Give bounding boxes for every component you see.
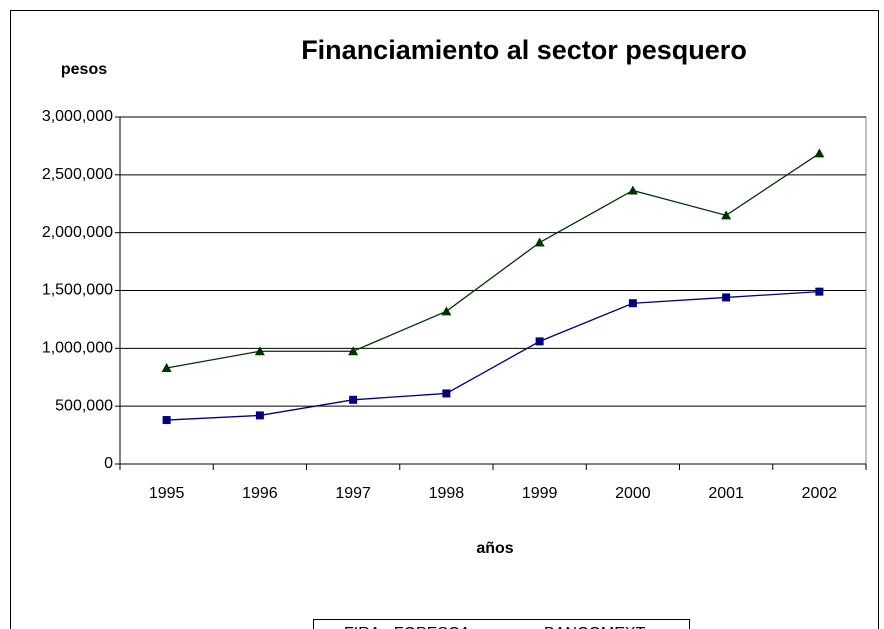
x-tick-label: 1998 [429,485,465,502]
x-tick-label: 2001 [708,485,744,502]
x-tick-label: 2000 [615,485,651,502]
legend [313,619,690,629]
x-tick-label: 1997 [335,485,371,502]
x-tick-label: 2002 [802,485,838,502]
chart-title: Financiamiento al sector pesquero [301,35,747,65]
data-point [348,346,359,356]
legend-label: FIRA - FOPESCA [344,625,471,629]
y-axis-title: pesos [61,61,107,78]
data-point [441,306,452,316]
y-tick-label: 1,500,000 [42,282,113,299]
y-tick-label: 3,000,000 [42,108,113,125]
y-tick-label: 2,000,000 [42,224,113,241]
data-point [255,411,264,420]
data-point [162,416,171,425]
data-point [628,299,637,308]
data-point [535,337,544,346]
x-tick-label: 1995 [149,485,185,502]
legend-label: BANCOMEXT [544,625,646,629]
y-tick-label: 1,000,000 [42,340,113,357]
data-point [721,210,732,220]
data-point [349,395,358,404]
data-point [722,293,731,302]
data-point [254,346,265,356]
data-point [627,185,638,195]
series-line [166,152,820,369]
y-tick-label: 2,500,000 [42,166,113,183]
data-point [442,389,451,398]
x-axis-title: años [476,540,513,557]
x-tick-label: 1996 [242,485,278,502]
series-line [166,291,820,421]
y-tick-label: 0 [104,455,113,472]
data-point [814,148,825,158]
data-point [534,237,545,247]
data-point [161,362,172,372]
x-tick-label: 1999 [522,485,558,502]
data-point [815,287,824,296]
y-tick-label: 500,000 [55,397,113,414]
